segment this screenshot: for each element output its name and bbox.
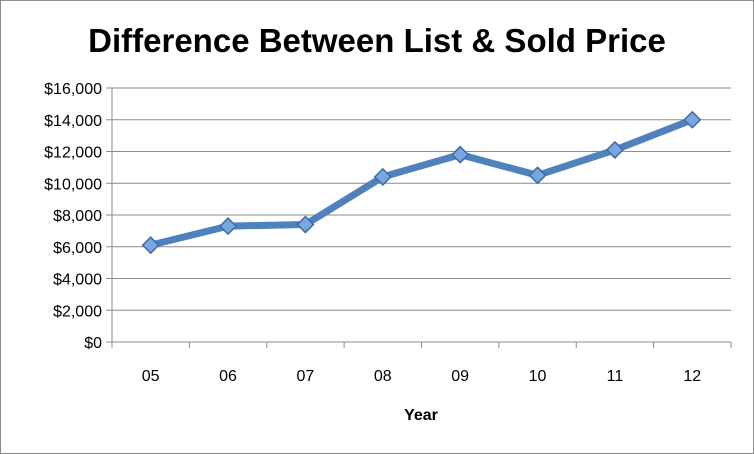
x-tick-label: 11 <box>607 368 624 385</box>
x-axis-title: Year <box>404 407 438 424</box>
series-line <box>147 116 696 249</box>
data-point <box>373 167 392 186</box>
x-tick-label: 09 <box>451 368 469 385</box>
gridlines <box>112 87 731 311</box>
data-point <box>296 215 315 234</box>
data-point <box>528 166 547 185</box>
y-tick-label: $6,000 <box>53 240 102 257</box>
y-tick-label: $14,000 <box>44 113 102 130</box>
y-tick-label: $4,000 <box>53 272 102 289</box>
chart-title: Difference Between List & Sold Price <box>88 22 666 59</box>
y-tick-label: $10,000 <box>44 176 102 193</box>
y-tick-label: $12,000 <box>44 145 102 162</box>
data-point <box>605 140 624 159</box>
x-tick-label: 06 <box>219 368 237 385</box>
x-tick-label: 12 <box>683 368 701 385</box>
data-point <box>219 217 238 236</box>
x-tick-label: 08 <box>374 368 392 385</box>
data-point <box>141 236 160 255</box>
y-tick-label: $8,000 <box>53 208 102 225</box>
x-tick-label: 07 <box>297 368 315 385</box>
y-tick-label: $2,000 <box>53 303 102 320</box>
x-tick-label: 05 <box>142 368 160 385</box>
y-tick-label: $16,000 <box>44 81 102 98</box>
tick-labels: $0 $2,000 $4,000 $6,000 $8,000 $10,000 $12,000… <box>44 81 701 385</box>
data-point <box>683 110 702 129</box>
x-tick-label: 10 <box>529 368 547 385</box>
series <box>141 110 702 255</box>
axes <box>106 87 732 348</box>
y-tick-label: $0 <box>84 335 102 352</box>
data-point <box>451 145 470 164</box>
